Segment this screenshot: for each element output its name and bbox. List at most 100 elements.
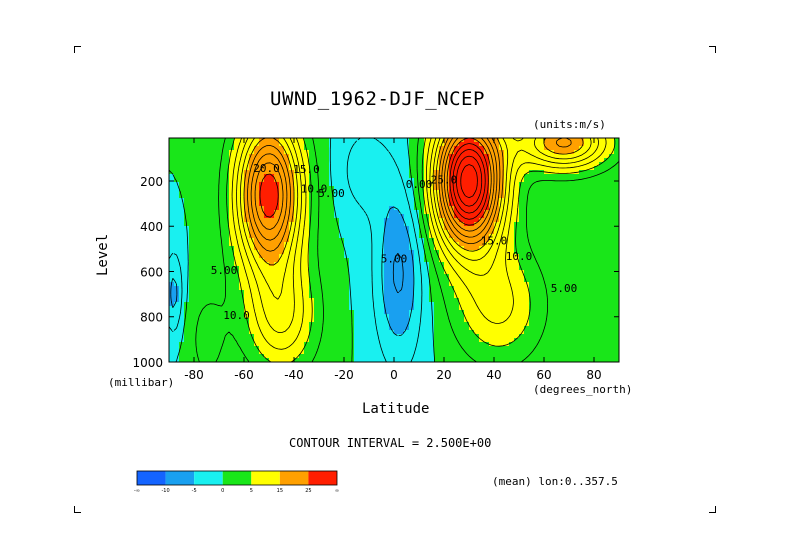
contour-fill-cell [194, 146, 200, 151]
contour-fill-cell [554, 290, 560, 295]
contour-fill-cell [179, 234, 185, 239]
contour-fill-cell [399, 282, 405, 287]
contour-fill-cell [539, 166, 545, 171]
contour-fill-cell [299, 346, 305, 351]
contour-fill-cell [329, 326, 335, 331]
contour-fill-cell [534, 170, 540, 175]
contour-fill-cell [304, 178, 310, 183]
contour-fill-cell [464, 326, 470, 331]
contour-fill-cell [324, 330, 330, 335]
contour-fill-cell [179, 198, 185, 203]
contour-fill-cell [359, 294, 365, 299]
contour-fill-cell [464, 166, 470, 171]
contour-fill-cell [339, 186, 345, 191]
contour-fill-cell [199, 162, 205, 167]
contour-fill-cell [419, 350, 425, 355]
contour-fill-cell [429, 186, 435, 191]
contour-fill-cell [534, 158, 540, 163]
contour-fill-cell [549, 254, 555, 259]
contour-fill-cell [314, 354, 320, 359]
contour-fill-cell [374, 186, 380, 191]
contour-fill-cell [449, 286, 455, 291]
contour-fill-cell [489, 338, 495, 343]
contour-fill-cell [494, 354, 500, 359]
contour-fill-cell [544, 334, 550, 339]
contour-fill-cell [469, 266, 475, 271]
contour-fill-cell [429, 214, 435, 219]
contour-fill-cell [264, 334, 270, 339]
contour-fill-cell [239, 206, 245, 211]
contour-fill-cell [609, 306, 615, 311]
contour-fill-cell [349, 186, 355, 191]
contour-fill-cell [439, 306, 445, 311]
contour-fill-cell [549, 350, 555, 355]
contour-fill-cell [579, 242, 585, 247]
contour-fill-cell [374, 350, 380, 355]
contour-fill-cell [264, 166, 270, 171]
contour-fill-cell [334, 282, 340, 287]
contour-fill-cell [239, 310, 245, 315]
contour-fill-cell [189, 354, 195, 359]
contour-fill-cell [569, 230, 575, 235]
contour-fill-cell [534, 250, 540, 255]
contour-fill-cell [494, 290, 500, 295]
contour-fill-cell [204, 150, 210, 155]
contour-fill-cell [594, 198, 600, 203]
contour-fill-cell [604, 258, 610, 263]
contour-fill-cell [349, 250, 355, 255]
contour-fill-cell [284, 226, 290, 231]
contour-fill-cell [329, 194, 335, 199]
contour-fill-cell [309, 234, 315, 239]
contour-fill-cell [499, 298, 505, 303]
contour-fill-cell [284, 218, 290, 223]
contour-fill-cell [299, 306, 305, 311]
contour-fill-cell [434, 154, 440, 159]
contour-fill-cell [364, 246, 370, 251]
contour-fill-cell [339, 202, 345, 207]
contour-fill-cell [224, 306, 230, 311]
contour-fill-cell [429, 226, 435, 231]
contour-fill-cell [329, 150, 335, 155]
contour-fill-cell [554, 314, 560, 319]
contour-fill-cell [199, 326, 205, 331]
contour-fill-cell [529, 342, 535, 347]
contour-fill-cell [264, 294, 270, 299]
contour-fill-cell [174, 322, 180, 327]
contour-fill-cell [334, 294, 340, 299]
contour-fill-cell [184, 206, 190, 211]
contour-fill-cell [314, 274, 320, 279]
contour-fill-cell [344, 210, 350, 215]
contour-fill-cell [444, 142, 450, 147]
contour-fill-cell [234, 314, 240, 319]
contour-fill-cell [594, 138, 600, 143]
contour-fill-cell [584, 254, 590, 259]
contour-fill-cell [409, 314, 415, 319]
contour-fill-cell [309, 218, 315, 223]
contour-fill-cell [329, 262, 335, 267]
contour-fill-cell [584, 346, 590, 351]
contour-fill-cell [384, 290, 390, 295]
contour-fill-cell [249, 302, 255, 307]
contour-fill-cell [214, 326, 220, 331]
contour-fill-cell [194, 178, 200, 183]
contour-fill-cell [474, 190, 480, 195]
contour-fill-cell [334, 230, 340, 235]
contour-fill-cell [514, 346, 520, 351]
contour-fill-cell [264, 290, 270, 295]
contour-fill-cell [574, 310, 580, 315]
contour-fill-cell [459, 182, 465, 187]
contour-fill-cell [219, 226, 225, 231]
contour-fill-cell [224, 162, 230, 167]
contour-fill-cell [529, 250, 535, 255]
contour-fill-cell [424, 298, 430, 303]
contour-fill-cell [274, 230, 280, 235]
contour-fill-cell [564, 246, 570, 251]
contour-fill-cell [589, 226, 595, 231]
contour-fill-cell [274, 194, 280, 199]
contour-fill-cell [444, 294, 450, 299]
contour-fill-cell [354, 294, 360, 299]
contour-fill-cell [459, 358, 465, 362]
contour-fill-cell [279, 218, 285, 223]
contour-fill-cell [259, 174, 265, 179]
contour-fill-cell [424, 202, 430, 207]
